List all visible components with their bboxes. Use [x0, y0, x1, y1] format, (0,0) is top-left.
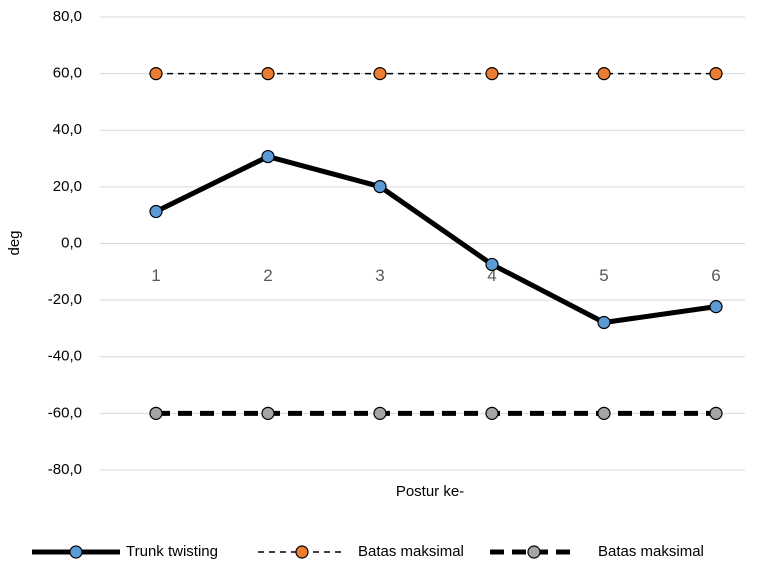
x-tick-label: 5 [599, 266, 608, 285]
y-tick-label: 80,0 [53, 8, 82, 25]
x-tick-label: 1 [151, 266, 160, 285]
x-tick-label: 3 [375, 266, 384, 285]
legend-marker [295, 545, 309, 559]
marker [149, 204, 163, 219]
y-tick-label: -40,0 [48, 348, 82, 365]
y-axis-label: deg [6, 230, 23, 255]
legend-label: Batas maksimal [358, 543, 464, 560]
y-tick-label: 40,0 [53, 121, 82, 138]
legend-label: Trunk twisting [126, 543, 218, 560]
legend-marker [69, 545, 83, 559]
x-tick-label: 2 [263, 266, 272, 285]
marker [261, 67, 275, 81]
y-tick-label: -80,0 [48, 461, 82, 478]
marker [485, 67, 499, 81]
marker [261, 149, 275, 164]
marker [597, 315, 611, 330]
marker [373, 179, 387, 194]
x-tick-label: 4 [487, 266, 496, 285]
marker [149, 406, 163, 420]
y-tick-label: -60,0 [48, 404, 82, 421]
marker [261, 406, 275, 420]
marker [149, 67, 163, 81]
marker [709, 300, 723, 314]
marker [709, 67, 723, 81]
y-tick-label: 60,0 [53, 65, 82, 82]
series-line [154, 154, 717, 325]
y-tick-label: 20,0 [53, 178, 82, 195]
legend-label: Batas maksimal [598, 543, 704, 560]
marker [485, 257, 499, 272]
marker [709, 406, 723, 420]
legend-marker [527, 545, 541, 559]
marker [485, 406, 499, 420]
marker [373, 406, 387, 420]
x-tick-label: 6 [711, 266, 720, 285]
y-tick-label: 0,0 [61, 234, 82, 251]
x-axis-label: Postur ke- [396, 483, 464, 500]
y-tick-label: -20,0 [48, 291, 82, 308]
marker [373, 67, 387, 81]
marker [597, 406, 611, 420]
marker [597, 67, 611, 81]
